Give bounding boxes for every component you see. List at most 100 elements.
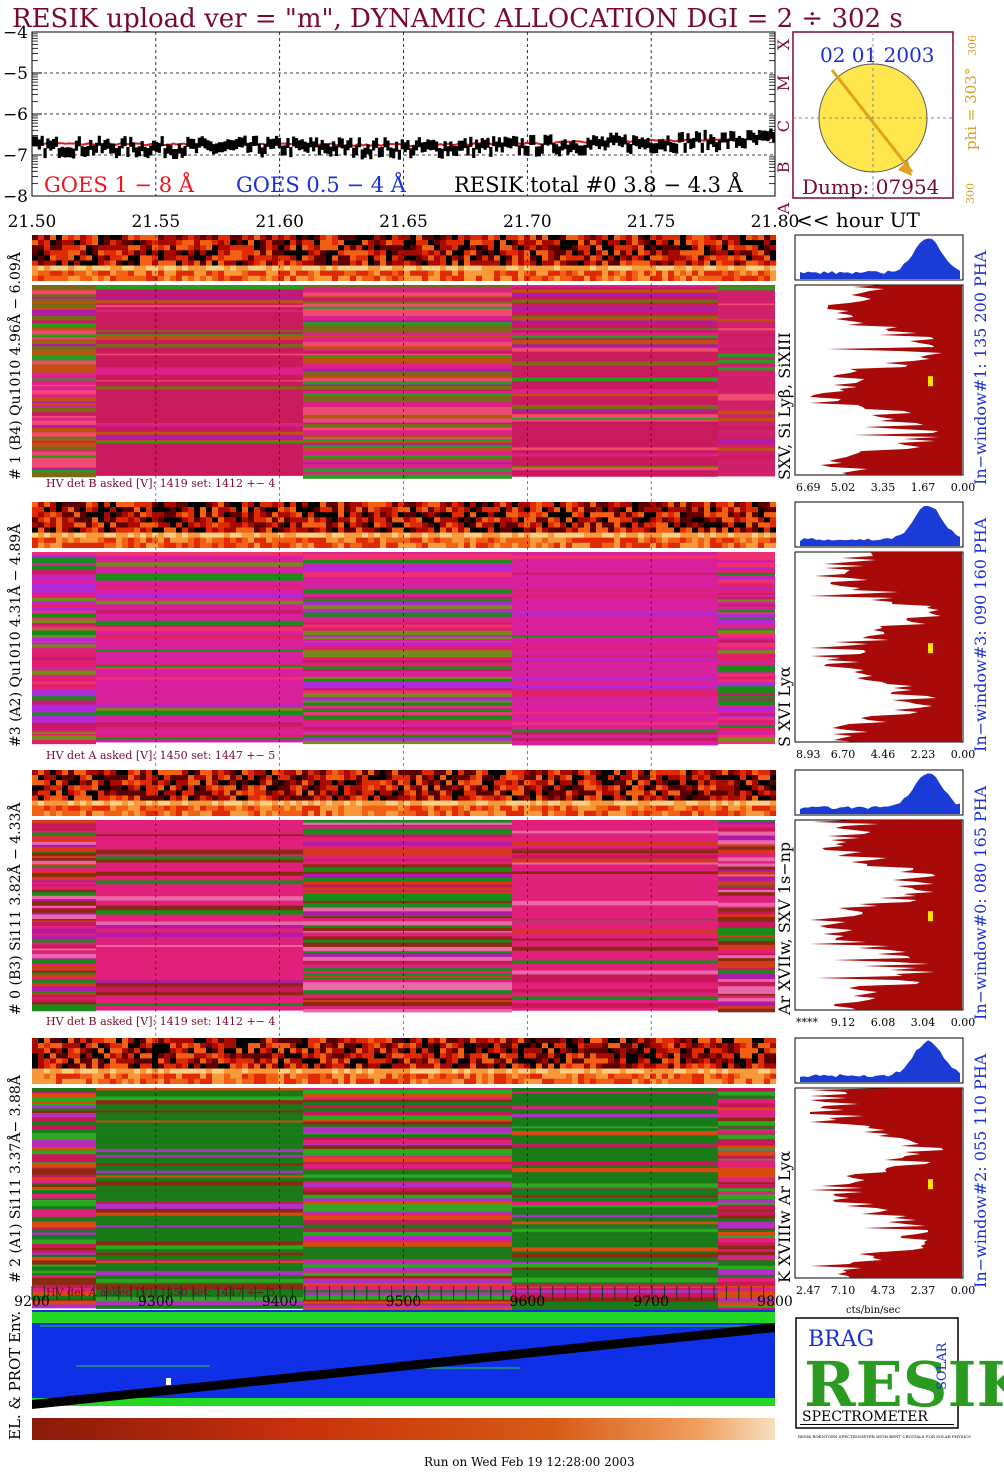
heat-cell (614, 543, 620, 548)
heat-cell (350, 250, 356, 255)
heat-cell (722, 240, 728, 245)
heat-cell (278, 790, 284, 795)
heat-cell (260, 266, 266, 271)
heat-cell (548, 1043, 554, 1048)
heat-cell (320, 522, 326, 527)
heat-cell (224, 261, 230, 266)
heat-cell (218, 1038, 224, 1043)
heat-cell (188, 261, 194, 266)
heat-cell (122, 543, 128, 548)
stripe (96, 639, 303, 642)
stripe (303, 464, 512, 469)
heat-cell (500, 806, 506, 811)
stripe (303, 376, 512, 379)
heat-cell (464, 790, 470, 795)
stripe (32, 861, 96, 865)
heat-cell (506, 790, 512, 795)
stripe (718, 334, 775, 337)
heat-cell (62, 250, 68, 255)
heat-cell (662, 250, 668, 255)
heat-cell (482, 261, 488, 266)
stripe (32, 736, 96, 738)
heat-cell (260, 245, 266, 250)
heat-cell (566, 255, 572, 260)
heat-cell (554, 528, 560, 533)
stripe (32, 555, 96, 558)
resik-total-point (755, 135, 758, 145)
stripe (512, 340, 718, 344)
heat-cell (728, 255, 734, 260)
heat-cell (368, 502, 374, 507)
heat-cell (584, 1038, 590, 1043)
heat-cell (578, 512, 584, 517)
heat-cell (590, 543, 596, 548)
heat-cell (470, 276, 476, 281)
resik-total-point (241, 138, 244, 148)
in-window-label: In−window#3: 090 160 PHA (971, 517, 990, 752)
heat-cell (290, 512, 296, 517)
stripe (303, 631, 512, 636)
heat-cell (200, 512, 206, 517)
heat-cell (584, 502, 590, 507)
stripe (32, 864, 96, 866)
heat-cell (152, 512, 158, 517)
heat-cell (272, 240, 278, 245)
heat-cell (140, 543, 146, 548)
heat-cell (410, 796, 416, 801)
heat-cell (218, 250, 224, 255)
heat-cell (374, 271, 380, 276)
heat-cell (182, 512, 188, 517)
stripe (303, 292, 512, 296)
heat-cell (368, 1043, 374, 1048)
stripe (512, 979, 718, 983)
stripe (96, 830, 303, 835)
heat-cell (308, 770, 314, 775)
heat-cell (506, 770, 512, 775)
heat-cell (374, 266, 380, 271)
heat-cell (176, 250, 182, 255)
heat-cell (176, 538, 182, 543)
heat-cell (422, 806, 428, 811)
heat-cell (326, 240, 332, 245)
heat-cell (80, 796, 86, 801)
heat-cell (548, 801, 554, 806)
heat-cell (290, 276, 296, 281)
heat-cell (632, 517, 638, 522)
heat-cell (200, 543, 206, 548)
heat-cell (296, 1043, 302, 1048)
heat-cell (446, 517, 452, 522)
heat-cell (596, 276, 602, 281)
stripe (32, 939, 96, 942)
stripe (32, 583, 96, 587)
stripe (96, 954, 303, 959)
stripe (96, 297, 303, 301)
heat-cell (98, 785, 104, 790)
heat-cell (344, 785, 350, 790)
heat-cell (416, 811, 422, 816)
stripe (96, 324, 303, 326)
stripe (718, 674, 775, 677)
heat-cell (50, 806, 56, 811)
heat-cell (260, 811, 266, 816)
heat-cell (284, 785, 290, 790)
heat-cell (158, 770, 164, 775)
heat-cell (632, 770, 638, 775)
spectrum-tick-label: 4.46 (871, 748, 896, 761)
heat-cell (566, 235, 572, 240)
stripe (303, 848, 512, 851)
heat-cell (602, 538, 608, 543)
heat-cell (170, 543, 176, 548)
heat-cell (536, 240, 542, 245)
heat-cell (500, 780, 506, 785)
heat-cell (704, 796, 710, 801)
heat-cell (638, 1038, 644, 1043)
heat-cell (686, 276, 692, 281)
heat-cell (560, 517, 566, 522)
heat-cell (434, 770, 440, 775)
heat-cell (368, 276, 374, 281)
heat-cell (560, 522, 566, 527)
stripe (96, 903, 303, 906)
stripe (303, 936, 512, 940)
spectrum-tick-label: 0.00 (951, 1016, 976, 1029)
heat-cell (710, 266, 716, 271)
